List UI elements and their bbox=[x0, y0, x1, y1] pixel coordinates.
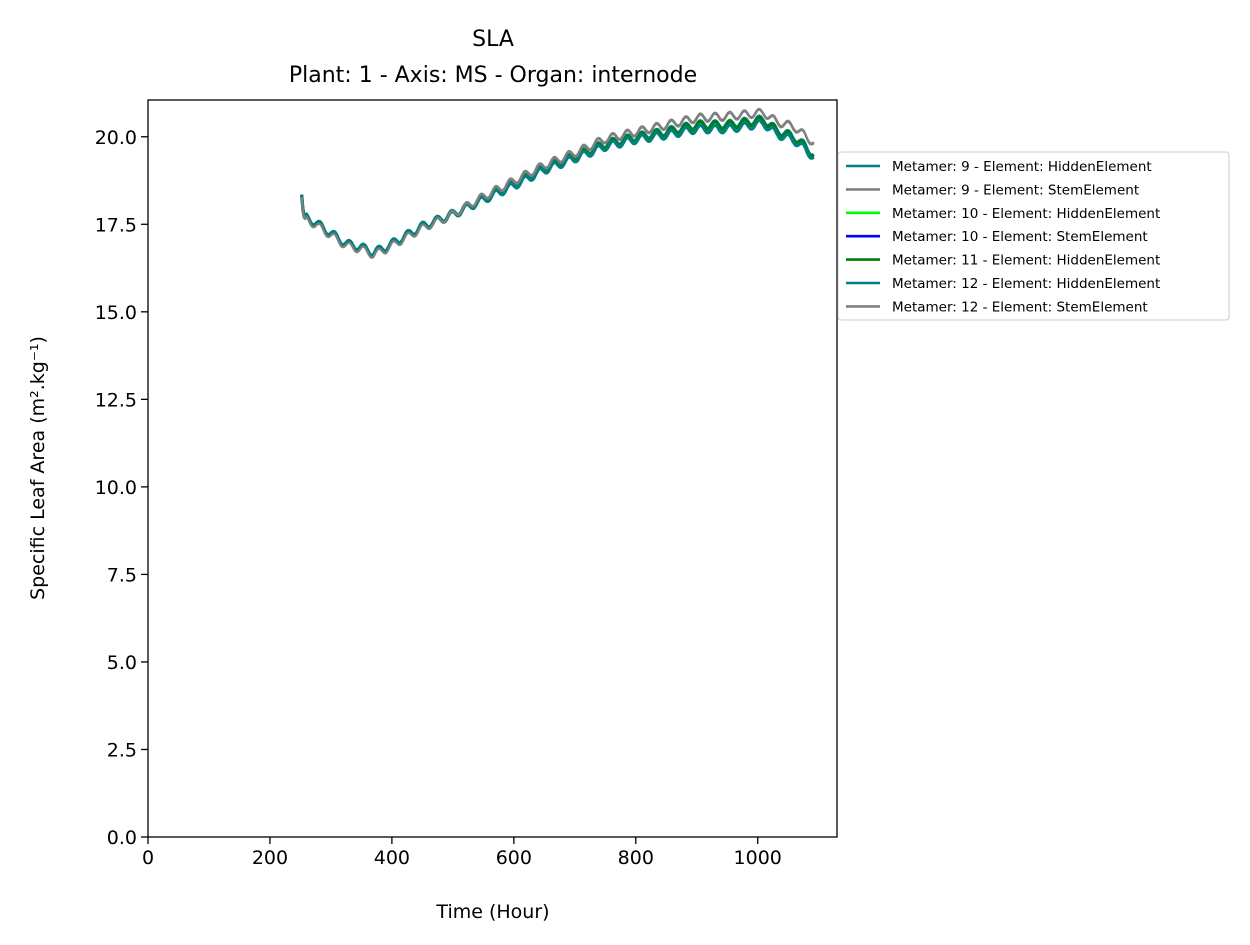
x-tick-label: 400 bbox=[374, 847, 410, 869]
legend-label: Metamer: 9 - Element: HiddenElement bbox=[892, 159, 1152, 175]
x-tick-label: 1000 bbox=[734, 847, 782, 869]
x-tick-label: 600 bbox=[496, 847, 532, 869]
x-axis-ticks: 0 200 400 600 800 1000 bbox=[142, 837, 782, 869]
legend-label: Metamer: 10 - Element: HiddenElement bbox=[892, 206, 1160, 222]
y-tick-label: 20.0 bbox=[95, 127, 137, 149]
chart-title: SLA bbox=[472, 27, 514, 52]
plot-frame bbox=[147, 99, 838, 838]
legend-label: Metamer: 12 - Element: HiddenElement bbox=[892, 276, 1160, 292]
plot-area: 0 200 400 600 800 1000 0.0 2.5 5.0 7.5 10.0 12.5 15… bbox=[95, 99, 838, 869]
series-line bbox=[300, 108, 815, 259]
series-line bbox=[300, 116, 815, 258]
x-tick-label: 200 bbox=[252, 847, 288, 869]
y-tick-label: 12.5 bbox=[95, 389, 137, 411]
legend-box bbox=[837, 151, 1230, 321]
y-tick-label: 2.5 bbox=[107, 739, 137, 761]
series-layer bbox=[300, 107, 815, 259]
series-line bbox=[300, 116, 815, 258]
chart-subtitle: Plant: 1 - Axis: MS - Organ: internode bbox=[289, 63, 697, 88]
y-tick-label: 0.0 bbox=[107, 827, 137, 849]
legend-label: Metamer: 12 - Element: StemElement bbox=[892, 299, 1148, 315]
y-tick-label: 15.0 bbox=[95, 302, 137, 324]
legend-entries: Metamer: 9 - Element: HiddenElement Metam… bbox=[846, 159, 1160, 315]
series-line bbox=[300, 114, 815, 257]
x-tick-label: 0 bbox=[142, 847, 154, 869]
legend: Metamer: 9 - Element: HiddenElement Metam… bbox=[837, 151, 1230, 321]
y-tick-label: 7.5 bbox=[107, 564, 137, 586]
legend-label: Metamer: 11 - Element: HiddenElement bbox=[892, 253, 1160, 269]
series-line bbox=[300, 115, 815, 257]
y-tick-label: 17.5 bbox=[95, 214, 137, 236]
y-axis-label: Specific Leaf Area (m².kg⁻¹) bbox=[27, 336, 49, 600]
legend-label: Metamer: 9 - Element: StemElement bbox=[892, 182, 1139, 198]
y-axis-ticks: 0.0 2.5 5.0 7.5 10.0 12.5 15.0 17.5 20.0 bbox=[95, 127, 148, 849]
y-tick-label: 10.0 bbox=[95, 477, 137, 499]
x-axis-label: Time (Hour) bbox=[435, 901, 549, 923]
y-tick-label: 5.0 bbox=[107, 652, 137, 674]
legend-label: Metamer: 10 - Element: StemElement bbox=[892, 229, 1148, 245]
series-line bbox=[300, 118, 815, 258]
x-tick-label: 800 bbox=[618, 847, 654, 869]
